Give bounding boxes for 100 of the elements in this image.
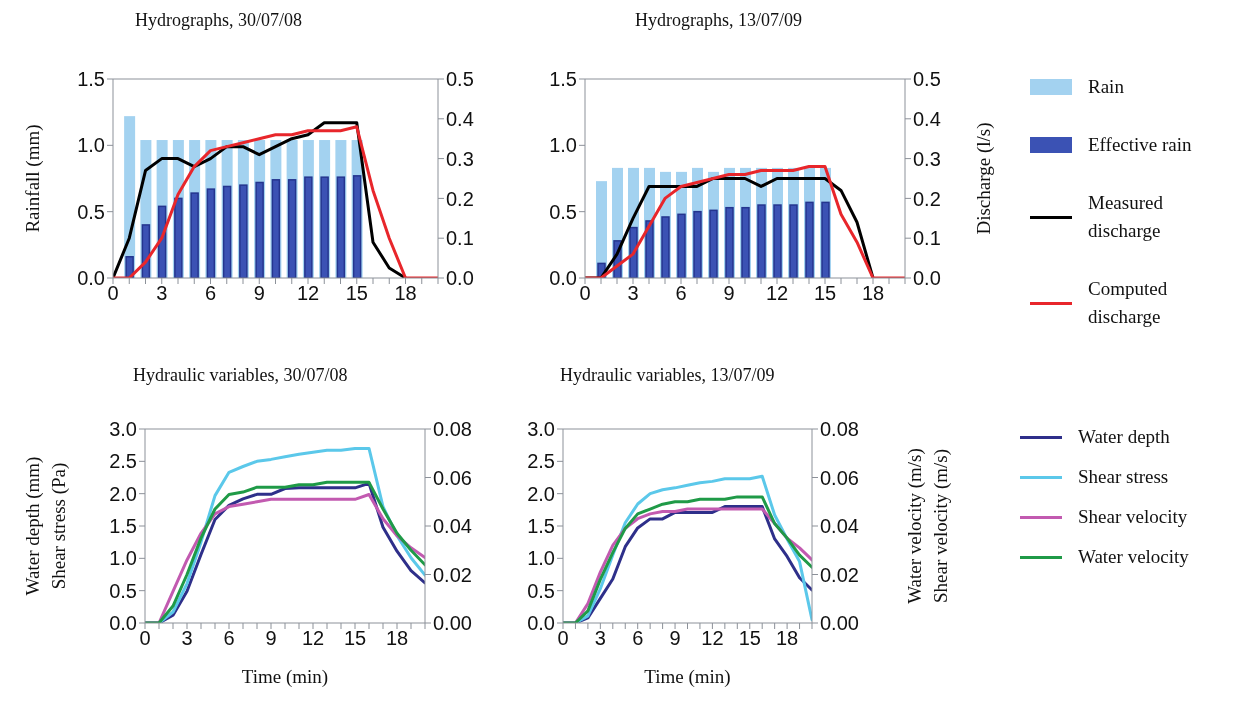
legend-label: Rain <box>1088 75 1125 99</box>
y-axis-title: Rainfall (mm) <box>21 124 44 233</box>
y-tick-label: 0.0 <box>77 267 105 290</box>
bar <box>352 175 362 278</box>
x-tick-label: 15 <box>345 282 368 305</box>
y-tick-label: 2.5 <box>527 450 555 473</box>
y2-tick-label: 0.5 <box>446 68 474 91</box>
x-tick-label: 12 <box>765 282 789 305</box>
bar <box>773 204 782 278</box>
y2-tick-label: 0.06 <box>433 466 472 489</box>
x-tick-label: 3 <box>627 282 639 305</box>
x-tick-label: 3 <box>181 627 193 650</box>
y2-tick-label: 0.2 <box>913 187 941 210</box>
x-tick-label: 15 <box>343 627 367 650</box>
bar <box>190 192 199 278</box>
bar <box>320 176 329 278</box>
y-tick-label: 1.5 <box>77 68 105 91</box>
y2-tick-label: 0.3 <box>446 147 474 170</box>
y-tick-label: 1.0 <box>77 134 105 157</box>
chart-title: Hydraulic variables, 13/07/09 <box>560 364 775 387</box>
chart-title: Hydrographs, 13/07/09 <box>635 9 802 32</box>
x-tick-label: 18 <box>861 282 885 305</box>
y2-tick-label: 0.08 <box>820 418 859 441</box>
bar <box>725 206 734 278</box>
y-tick-label: 2.0 <box>109 482 137 505</box>
x-tick-label: 0 <box>107 282 119 305</box>
x-tick-label: 0 <box>557 627 569 650</box>
legend-label: Shear velocity <box>1078 505 1189 529</box>
y-tick-label: 3.0 <box>109 418 137 441</box>
y-tick-label: 0.5 <box>77 200 105 223</box>
bar <box>239 184 248 278</box>
x-tick-label: 0 <box>579 282 591 305</box>
y2-tick-label: 0.04 <box>820 515 859 538</box>
bar <box>125 256 134 278</box>
y2-tick-label: 0.4 <box>913 107 941 130</box>
bar <box>271 179 281 278</box>
y2-tick-label: 0.02 <box>433 563 472 586</box>
y2-tick-label: 0.00 <box>820 612 859 635</box>
y-tick-label: 2.0 <box>527 482 555 505</box>
bar <box>336 176 346 278</box>
legend-label: Shear stress <box>1078 465 1170 489</box>
x-tick-label: 12 <box>701 627 724 650</box>
legend-label: Water velocity <box>1078 545 1190 569</box>
legend-label: Measured discharge <box>1088 191 1164 243</box>
y-tick-label: 0.0 <box>527 612 555 635</box>
bar <box>789 204 798 278</box>
bar <box>661 216 670 278</box>
y-tick-label: 1.0 <box>109 547 137 570</box>
y-tick-label: 0.5 <box>549 200 577 223</box>
bar <box>287 179 297 278</box>
x-tick-label: 12 <box>301 627 325 650</box>
y2-tick-label: 0.00 <box>433 612 472 635</box>
legend-label: Computed discharge <box>1088 277 1169 329</box>
x-axis-title: Time (min) <box>241 666 329 688</box>
y-tick-label: 3.0 <box>527 418 555 441</box>
bar <box>757 204 766 278</box>
y-tick-label: 1.5 <box>549 68 577 91</box>
x-tick-label: 9 <box>669 627 681 650</box>
bar <box>693 210 702 278</box>
y-tick-label: 0.0 <box>549 267 577 290</box>
y-tick-label: 0.0 <box>109 612 137 635</box>
bar <box>206 188 216 278</box>
x-tick-label: 9 <box>253 282 265 305</box>
y-tick-label: 1.5 <box>527 515 555 538</box>
y-tick-label: 0.5 <box>527 579 555 602</box>
y2-tick-label: 0.02 <box>820 563 859 586</box>
x-tick-label: 9 <box>723 282 735 305</box>
x-tick-label: 15 <box>738 627 761 650</box>
y2-tick-label: 0.0 <box>446 267 474 290</box>
bar <box>677 213 686 278</box>
y-tick-label: 1.5 <box>109 515 137 538</box>
x-tick-label: 18 <box>775 627 799 650</box>
y2-tick-label: 0.3 <box>913 147 941 170</box>
chart-title: Hydrographs, 30/07/08 <box>135 9 302 32</box>
x-tick-label: 15 <box>813 282 837 305</box>
chart-title: Hydraulic variables, 30/07/08 <box>133 364 348 387</box>
x-tick-label: 3 <box>156 282 168 305</box>
y2-tick-label: 0.4 <box>446 107 474 130</box>
y2-tick-label: 0.5 <box>913 68 941 91</box>
x-tick-label: 0 <box>139 627 151 650</box>
x-tick-label: 9 <box>265 627 277 650</box>
legend-label: Effective rain <box>1088 133 1193 157</box>
y2-tick-label: 0.04 <box>433 515 472 538</box>
x-tick-label: 6 <box>223 627 235 650</box>
y2-tick-label: 0.1 <box>913 227 941 250</box>
y2-tick-label: 0.2 <box>446 187 474 210</box>
y2-tick-label: 0.0 <box>913 267 941 290</box>
bar <box>741 206 750 278</box>
y-tick-label: 2.5 <box>109 450 137 473</box>
x-tick-label: 6 <box>675 282 687 305</box>
bar <box>709 209 718 278</box>
y-tick-label: 0.5 <box>109 579 137 602</box>
y-axis-title: Water depth (mm) Shear stress (Pa) <box>21 456 70 596</box>
y2-tick-label: 0.08 <box>433 418 472 441</box>
x-axis-title: Time (min) <box>644 666 731 688</box>
bar <box>821 201 830 278</box>
y2-axis-title: Discharge (l/s) <box>972 122 995 235</box>
y2-tick-label: 0.06 <box>820 466 859 489</box>
x-tick-label: 6 <box>632 627 644 650</box>
bar <box>255 181 264 278</box>
